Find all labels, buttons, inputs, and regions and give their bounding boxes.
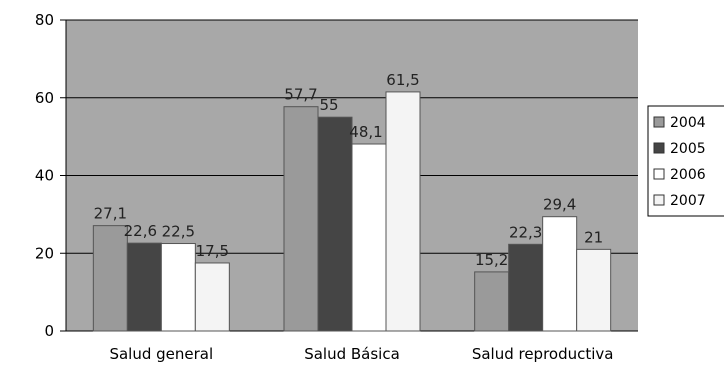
- y-tick-label: 20: [35, 244, 54, 262]
- legend: 2004 2005 2006 2007: [647, 105, 724, 217]
- legend-label: 2007: [670, 193, 706, 209]
- bar-2004-2: [474, 271, 510, 332]
- bar-2005-0: [126, 242, 162, 332]
- data-labels: 27,122,6 22,517,5 57,755 48,1 61,5 15,222,329…: [94, 71, 604, 269]
- data-label: 21: [584, 228, 603, 246]
- legend-label: 2004: [670, 115, 706, 131]
- bar-2007-2: [576, 248, 612, 332]
- y-tick-label: 60: [35, 89, 54, 107]
- bar-2005-1: [317, 116, 353, 332]
- data-label: 15,2: [475, 251, 508, 269]
- bars: [92, 91, 612, 332]
- bar-2004-0: [92, 225, 128, 332]
- data-label: 22,5: [162, 223, 195, 241]
- y-tick-label: 80: [35, 11, 54, 29]
- bar-2006-0: [160, 243, 196, 332]
- y-tick-label: 40: [35, 167, 54, 185]
- legend-swatch: [653, 142, 665, 154]
- bar-2007-0: [194, 262, 230, 332]
- data-label: 22,3: [509, 223, 542, 241]
- data-label: 22,6: [124, 222, 157, 240]
- legend-swatch: [653, 116, 665, 128]
- bar-2007-1: [385, 91, 421, 332]
- legend-swatch: [653, 168, 665, 180]
- bar-2006-2: [542, 216, 578, 332]
- data-label: 57,7: [284, 86, 317, 104]
- bar-2005-2: [508, 243, 544, 332]
- data-label: 27,1: [94, 205, 127, 223]
- bar-2004-1: [283, 106, 319, 332]
- data-label: 48,1: [349, 123, 382, 141]
- legend-label: 2006: [670, 167, 706, 183]
- category-label: Salud general: [109, 345, 213, 363]
- category-label: Salud Básica: [304, 345, 400, 363]
- legend-swatch: [653, 194, 665, 206]
- data-label: 61,5: [386, 71, 419, 89]
- data-label: 17,5: [196, 242, 229, 260]
- y-tick-label: 0: [44, 322, 54, 340]
- x-axis-categories: Salud general Salud Básica Salud reproduct…: [109, 345, 613, 363]
- data-label: 55: [319, 96, 338, 114]
- data-label: 29,4: [543, 196, 576, 214]
- bar-2006-1: [351, 143, 387, 332]
- category-label: Salud reproductiva: [472, 345, 614, 363]
- legend-label: 2005: [670, 141, 706, 157]
